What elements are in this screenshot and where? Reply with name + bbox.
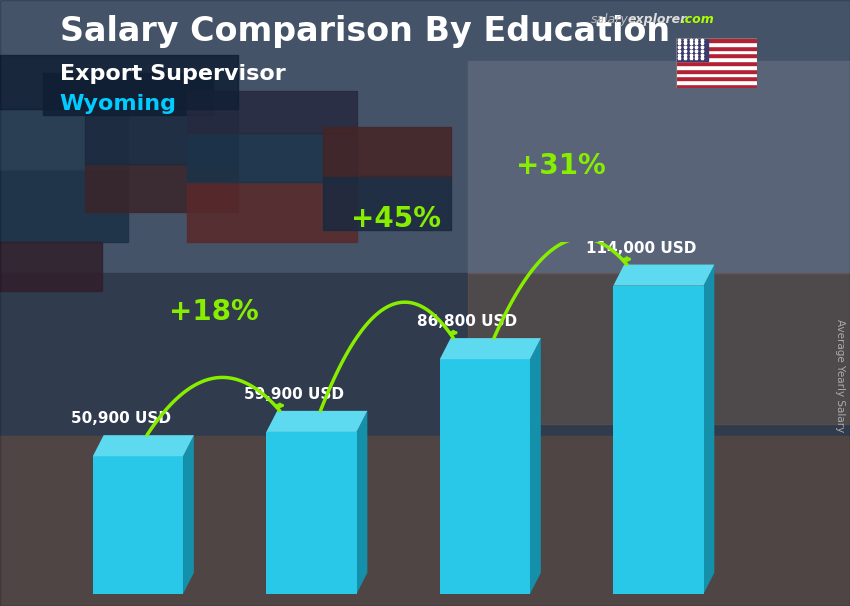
Bar [676, 50, 756, 53]
Polygon shape [266, 411, 367, 432]
Text: 86,800 USD: 86,800 USD [417, 315, 518, 329]
Bar [266, 432, 356, 594]
Text: Average Yearly Salary: Average Yearly Salary [835, 319, 845, 432]
Polygon shape [439, 338, 541, 359]
Bar [0, 55, 238, 109]
Bar [676, 80, 756, 84]
Bar [0, 0, 850, 273]
Text: +45%: +45% [350, 205, 440, 233]
Bar [676, 38, 708, 61]
Bar [676, 61, 756, 65]
Text: salary: salary [591, 13, 628, 26]
Text: .com: .com [680, 13, 714, 26]
Text: explorer: explorer [627, 13, 687, 26]
Text: Wyoming: Wyoming [60, 94, 177, 114]
Text: +31%: +31% [515, 152, 605, 180]
Bar [0, 170, 128, 242]
Bar [614, 285, 704, 594]
Bar [0, 109, 128, 170]
Bar [93, 456, 183, 594]
Bar [676, 65, 756, 68]
Bar [676, 38, 756, 42]
Polygon shape [93, 435, 194, 456]
Bar [42, 73, 212, 115]
Bar [323, 127, 450, 176]
Text: 114,000 USD: 114,000 USD [586, 241, 696, 256]
Text: +18%: +18% [168, 299, 258, 327]
Bar [323, 176, 450, 230]
Bar [85, 109, 238, 164]
Bar [468, 61, 850, 273]
Text: Salary Comparison By Education: Salary Comparison By Education [60, 15, 670, 48]
Bar [187, 91, 357, 133]
Bar [0, 436, 850, 606]
Bar [439, 359, 530, 594]
Bar [187, 133, 357, 182]
Bar [85, 164, 238, 212]
Bar [676, 46, 756, 50]
Bar [676, 68, 756, 73]
Bar [0, 273, 850, 436]
Bar [187, 182, 357, 242]
Polygon shape [183, 435, 194, 594]
Text: 59,900 USD: 59,900 USD [244, 387, 344, 402]
Bar [676, 76, 756, 80]
Bar [468, 273, 850, 424]
Polygon shape [614, 265, 714, 285]
Bar [676, 53, 756, 58]
Polygon shape [356, 411, 367, 594]
Polygon shape [704, 265, 714, 594]
Bar [676, 84, 756, 88]
Bar [0, 242, 102, 291]
Polygon shape [530, 338, 541, 594]
Bar [676, 58, 756, 61]
Text: 50,900 USD: 50,900 USD [71, 411, 171, 427]
Bar [676, 42, 756, 46]
Bar [676, 73, 756, 76]
Text: Export Supervisor: Export Supervisor [60, 64, 286, 84]
